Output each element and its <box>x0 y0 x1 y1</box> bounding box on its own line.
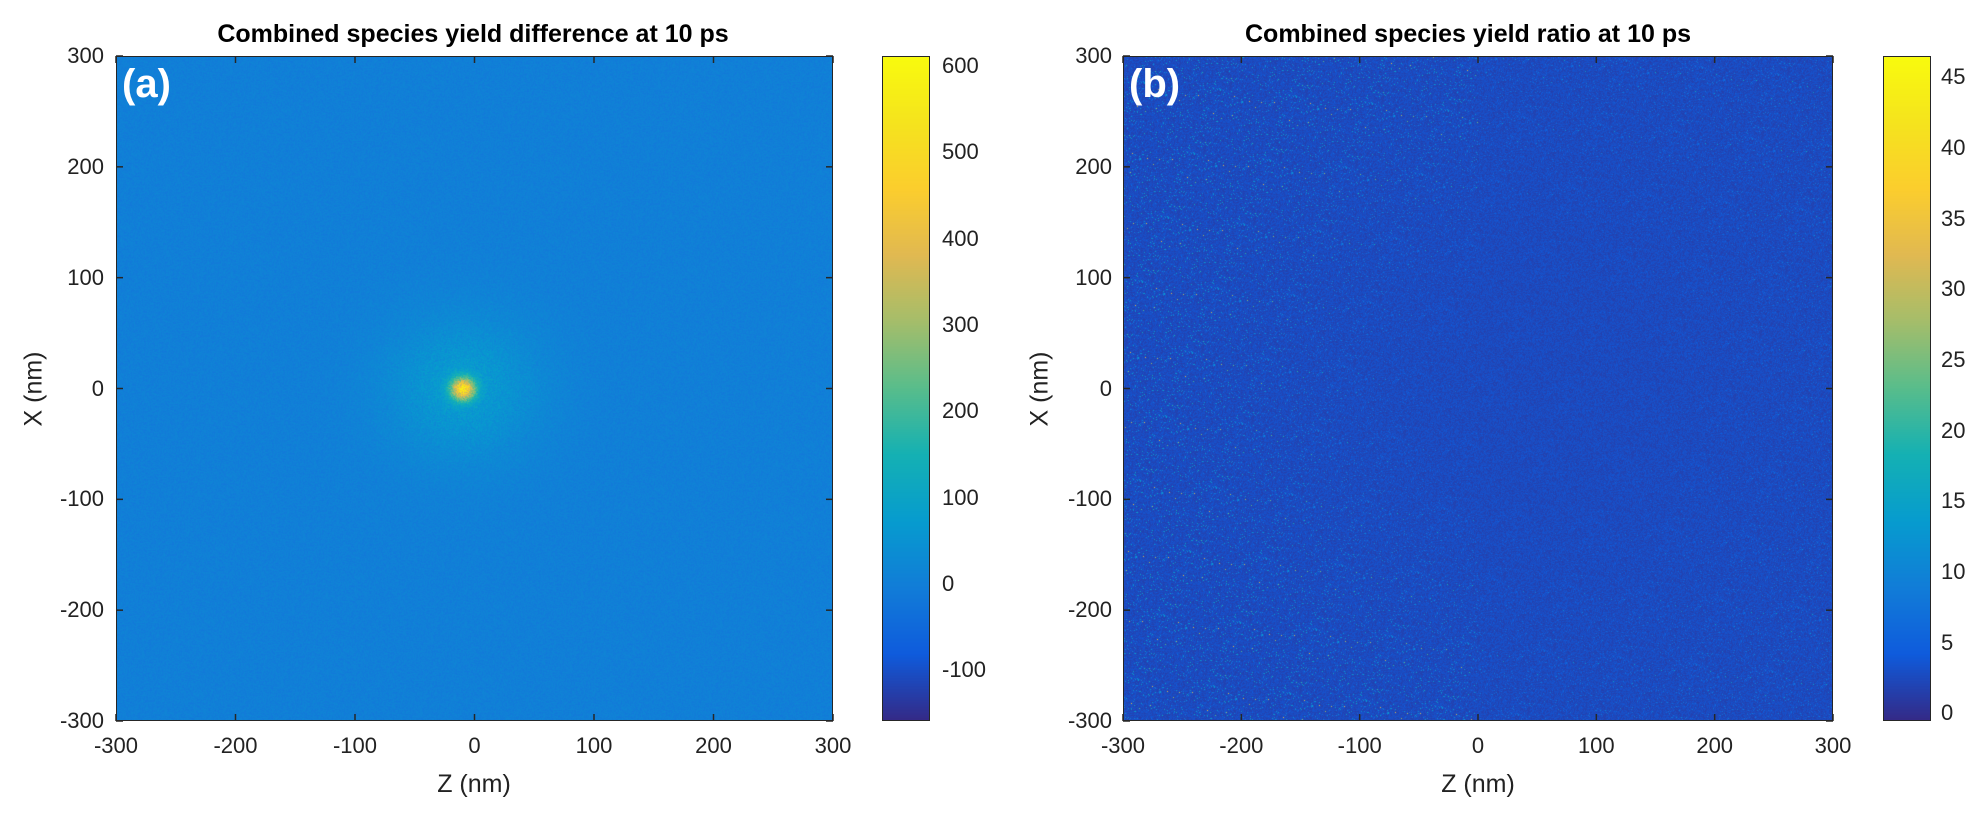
x-tick-a: 200 <box>695 733 732 758</box>
colorbar-a <box>882 56 930 721</box>
colorbar-tick-a: 200 <box>942 398 979 423</box>
x-axis-label-a: Z (nm) <box>437 770 511 798</box>
colorbar-tick-b: 40 <box>1941 135 1966 160</box>
x-tick-b: -300 <box>1100 733 1146 758</box>
chart-title-b: Combined species yield ratio at 10 ps <box>1245 20 1691 48</box>
y-tick-a: 300 <box>67 43 104 68</box>
x-tick-a: -300 <box>93 733 139 758</box>
colorbar-tick-b: 45 <box>1941 64 1966 89</box>
y-tick-b: -300 <box>1067 708 1112 733</box>
x-tick-a: -100 <box>332 733 378 758</box>
heatmap-b <box>1123 56 1833 721</box>
x-tick-b: -100 <box>1337 733 1382 758</box>
chart-title-a: Combined species yield difference at 10 … <box>217 20 729 48</box>
y-tick-b: -200 <box>1067 597 1112 622</box>
colorbar-tick-b: 5 <box>1941 630 1954 655</box>
heatmap-a <box>116 56 833 721</box>
y-tick-a: 0 <box>91 375 104 401</box>
y-tick-b: 200 <box>1075 154 1112 179</box>
y-tick-b: 0 <box>1099 375 1112 401</box>
colorbar-tick-a: 500 <box>942 139 979 164</box>
y-tick-a: -200 <box>59 597 104 622</box>
y-tick-b: 100 <box>1075 265 1112 290</box>
x-tick-a: 300 <box>814 733 852 758</box>
colorbar-tick-a: 300 <box>942 312 979 337</box>
y-axis-label-a: X (nm) <box>19 351 48 427</box>
colorbar-b <box>1883 56 1931 721</box>
colorbar-tick-b: 15 <box>1941 488 1966 513</box>
x-tick-b: 200 <box>1696 733 1734 758</box>
x-tick-b: 100 <box>1577 733 1615 758</box>
colorbar-tick-b: 0 <box>1941 700 1954 725</box>
x-axis-label-b: Z (nm) <box>1441 770 1515 798</box>
y-tick-a: 200 <box>67 154 104 179</box>
x-tick-b: -200 <box>1219 733 1264 758</box>
y-tick-a: -100 <box>59 486 104 511</box>
colorbar-tick-a: 100 <box>942 485 979 510</box>
y-tick-a: 100 <box>67 265 104 290</box>
colorbar-tick-b: 30 <box>1941 276 1966 301</box>
colorbar-tick-a: -100 <box>942 657 987 682</box>
colorbar-tick-b: 25 <box>1941 347 1966 372</box>
colorbar-tick-b: 10 <box>1941 559 1966 584</box>
x-tick-a: 0 <box>468 733 481 758</box>
colorbar-tick-a: 600 <box>942 53 979 78</box>
x-tick-a: -200 <box>213 733 258 758</box>
colorbar-tick-b: 20 <box>1941 418 1966 443</box>
y-tick-a: -300 <box>59 708 104 733</box>
x-tick-b: 0 <box>1471 733 1485 758</box>
panel-tag-a: (a) <box>122 62 171 106</box>
y-tick-b: -100 <box>1067 486 1112 511</box>
y-tick-b: 300 <box>1075 43 1112 68</box>
colorbar-tick-a: 0 <box>942 571 955 596</box>
colorbar-tick-a: 400 <box>942 226 979 251</box>
panel-tag-b: (b) <box>1129 62 1181 106</box>
x-tick-b: 300 <box>1814 733 1852 758</box>
x-tick-a: 100 <box>575 733 613 758</box>
y-axis-label-b: X (nm) <box>1025 351 1054 427</box>
colorbar-tick-b: 35 <box>1941 206 1966 231</box>
